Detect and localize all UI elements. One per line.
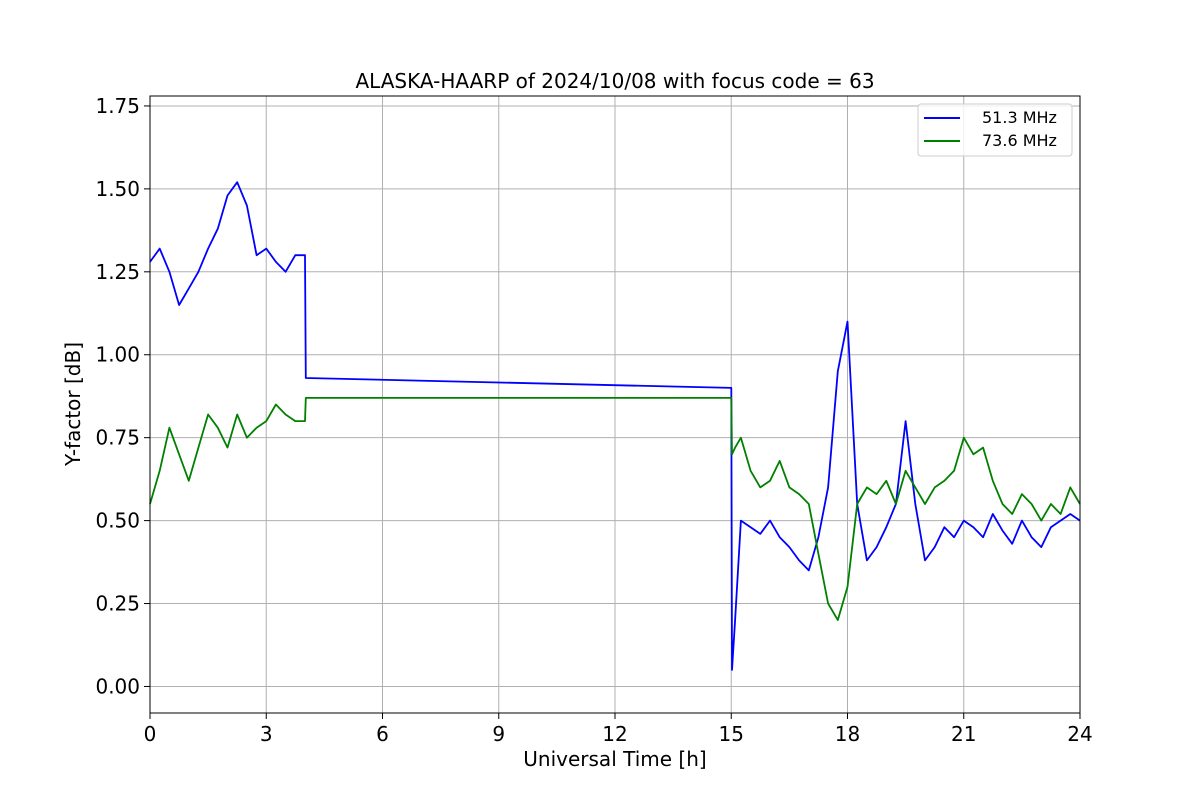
x-tick-label: 3 xyxy=(260,722,273,746)
grid-lines xyxy=(149,96,1081,713)
x-axis-label: Universal Time [h] xyxy=(523,747,706,771)
x-tick-label: 21 xyxy=(951,722,976,746)
y-tick-label: 1.00 xyxy=(95,343,140,367)
legend-label-2: 73.6 MHz xyxy=(982,131,1057,150)
series-group xyxy=(149,181,1081,671)
x-tick-label: 0 xyxy=(144,722,157,746)
x-tick-label: 12 xyxy=(602,722,627,746)
x-axis-ticks: 0 3 6 9 12 15 18 21 24 xyxy=(144,713,1093,746)
series-line-2 xyxy=(149,396,1081,621)
y-tick-label: 0.25 xyxy=(95,592,140,616)
x-tick-label: 9 xyxy=(492,722,505,746)
y-axis-label: Y-factor [dB] xyxy=(61,342,85,467)
y-tick-label: 0.00 xyxy=(95,674,140,698)
y-tick-label: 1.75 xyxy=(95,94,140,118)
y-tick-label: 0.75 xyxy=(95,426,140,450)
y-axis-ticks: 0.00 0.25 0.50 0.75 1.00 1.25 1.50 1.75 xyxy=(95,94,150,698)
legend-label-1: 51.3 MHz xyxy=(982,108,1057,127)
y-tick-label: 0.50 xyxy=(95,509,140,533)
y-tick-label: 1.25 xyxy=(95,260,140,284)
y-tick-label: 1.50 xyxy=(95,177,140,201)
x-tick-label: 6 xyxy=(376,722,389,746)
legend: 51.3 MHz 73.6 MHz xyxy=(917,103,1073,157)
x-tick-label: 18 xyxy=(835,722,860,746)
series-line-1 xyxy=(149,181,1081,671)
x-tick-label: 15 xyxy=(719,722,744,746)
chart-title: ALASKA-HAARP of 2024/10/08 with focus co… xyxy=(355,69,874,93)
x-tick-label: 24 xyxy=(1067,722,1092,746)
